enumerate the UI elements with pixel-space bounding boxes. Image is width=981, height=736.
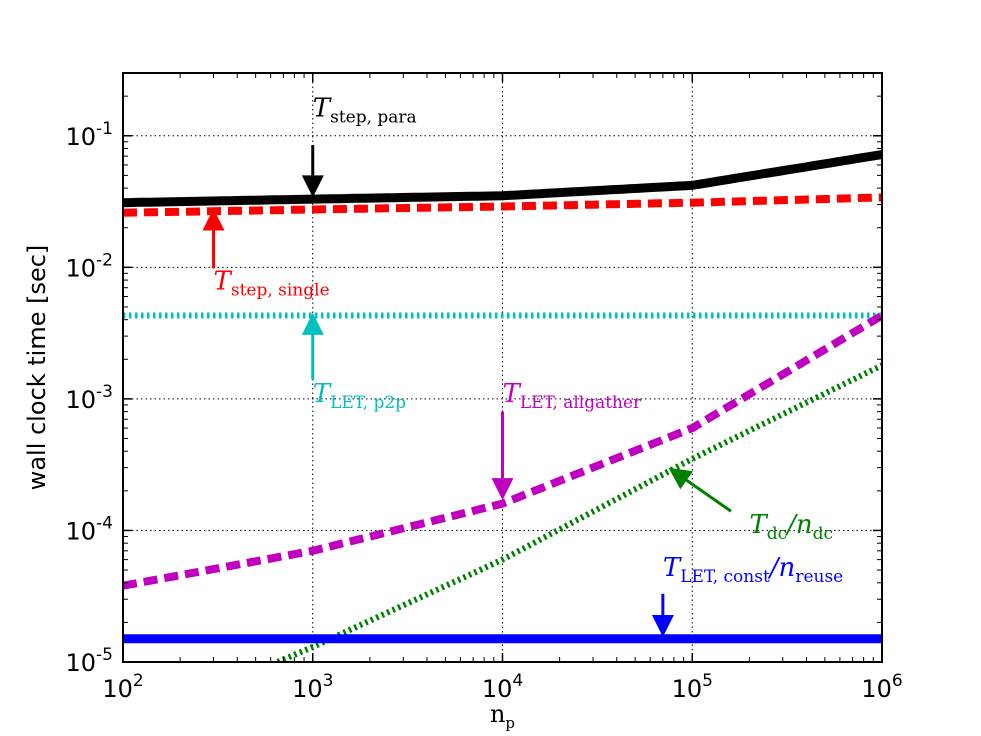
- series-line-0: [123, 150, 882, 208]
- annotation-ann_let_allgather: TLET, allgather: [503, 379, 643, 413]
- x-tick-label: 106: [861, 671, 902, 703]
- annotation-arrow-head: [651, 615, 674, 637]
- annotation-ann_dc: Tdc/ndc: [749, 510, 833, 544]
- y-tick-label: 10-3: [66, 382, 114, 414]
- annotation-arrow-head: [301, 175, 324, 198]
- x-tick-label: 104: [482, 671, 523, 703]
- x-tick-label: 105: [672, 671, 713, 703]
- x-axis-label-sub: p: [505, 714, 515, 732]
- y-axis-label: wall clock time [sec]: [23, 245, 51, 491]
- annotation-ann_let_p2p: TLET, p2p: [313, 379, 406, 413]
- series-line-3: [123, 312, 882, 590]
- annotations: Tstep, para Tstep, single TLET, p2p TLET, a…: [202, 94, 843, 637]
- y-tick-label: 10-2: [66, 250, 114, 282]
- annotation-arrow-head: [202, 208, 225, 231]
- annotation-ann_step_single: Tstep, single: [214, 266, 330, 300]
- annotation-arrow-head: [301, 312, 324, 335]
- x-axis-label-main: n: [490, 700, 505, 728]
- y-tick-label: 10-1: [66, 119, 114, 151]
- series-line-4: [269, 362, 882, 662]
- tick-labels: 102 103 104 105 106 10-5 10-4 10-3 10-2 10-1: [66, 119, 903, 703]
- annotation-arrow-head: [491, 478, 514, 501]
- annotation-arrow-shaft: [685, 479, 732, 513]
- series-line-1: [123, 193, 882, 217]
- series-lines: [123, 150, 882, 662]
- x-axis-label: np: [490, 700, 515, 732]
- x-tick-label: 103: [292, 671, 333, 703]
- annotation-ann_let_const: TLET, const/nreuse: [663, 553, 843, 587]
- annotation-arrow-head: [668, 467, 693, 490]
- tick-marks: [122, 73, 883, 663]
- y-tick-label: 10-5: [66, 645, 114, 677]
- annotation-ann_step_para: Tstep, para: [313, 94, 417, 128]
- x-tick-label: 102: [102, 671, 143, 703]
- y-tick-label: 10-4: [66, 513, 114, 545]
